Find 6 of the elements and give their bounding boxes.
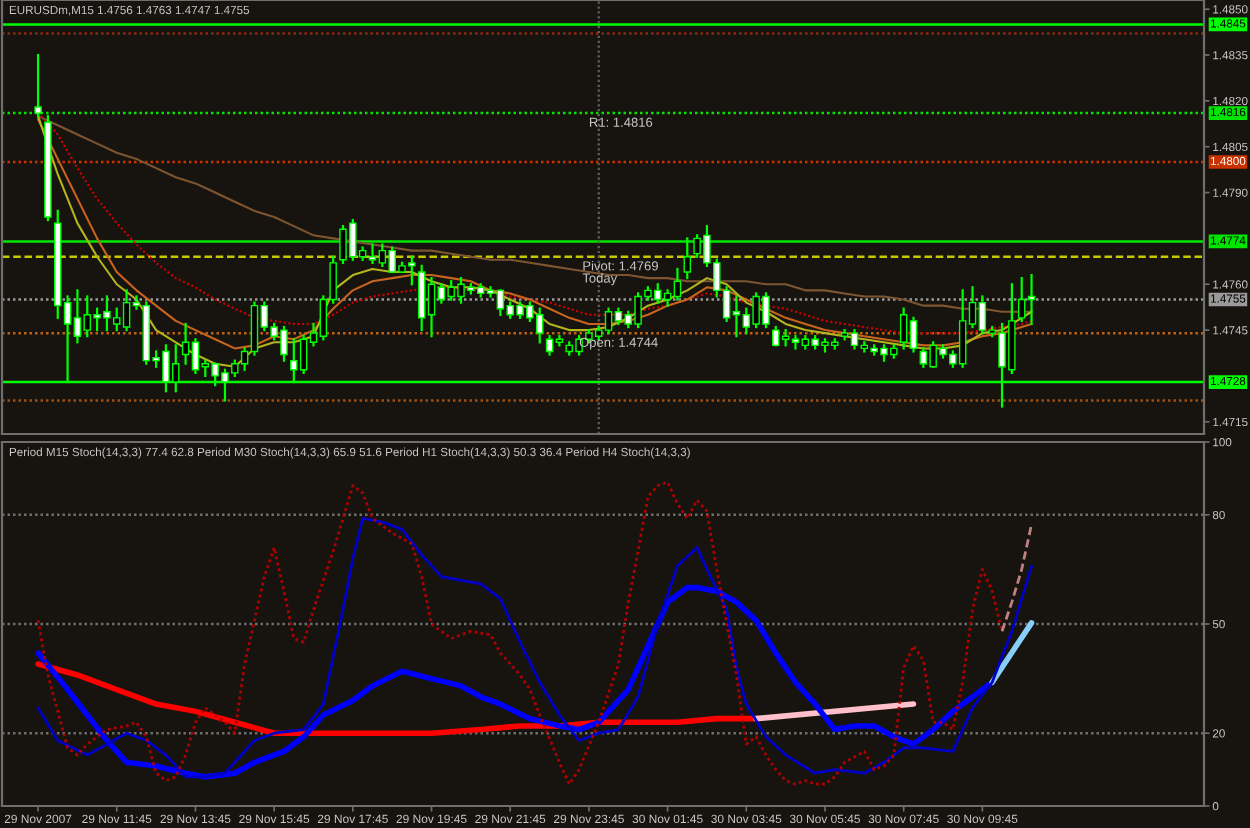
candlestick [683, 237, 692, 280]
candlestick [34, 53, 42, 118]
line-series [1000, 522, 1033, 633]
line-series [35, 584, 995, 780]
line-series [36, 517, 1033, 779]
line-series [36, 480, 1004, 786]
